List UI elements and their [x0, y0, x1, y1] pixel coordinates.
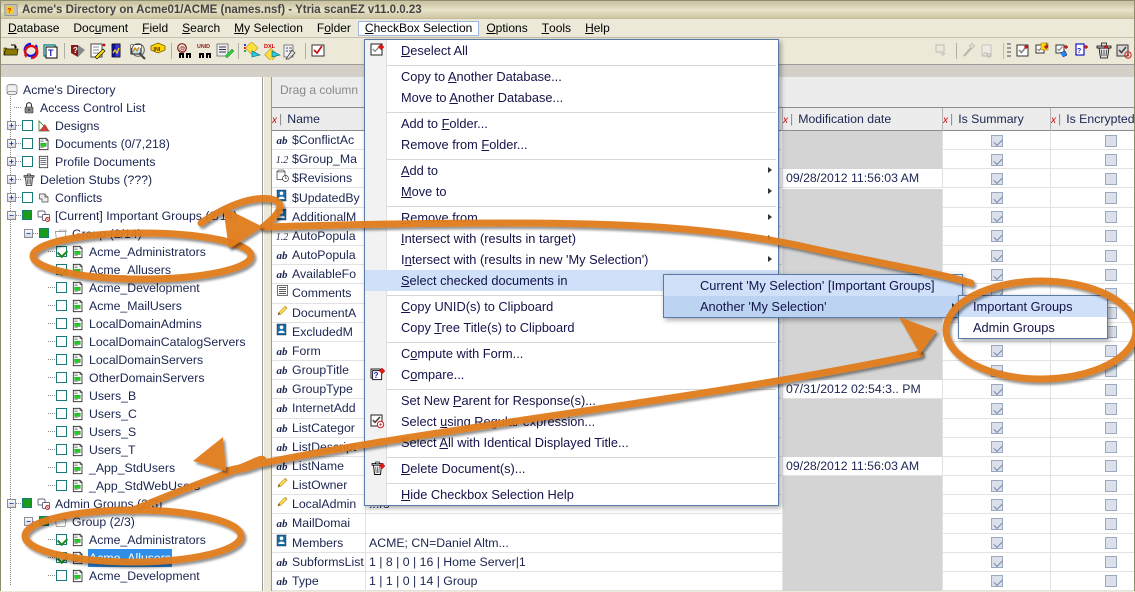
svg-text:?: ? — [373, 371, 378, 380]
svg-text:T: T — [48, 48, 54, 58]
svg-text:?: ? — [73, 46, 78, 55]
svg-text:UNID: UNID — [197, 44, 210, 50]
svg-text:DXL: DXL — [264, 44, 276, 50]
svg-text:INI: INI — [154, 47, 161, 53]
svg-text:@: @ — [179, 46, 185, 52]
svg-text:?: ? — [1077, 48, 1081, 55]
svg-text:?: ? — [8, 8, 12, 15]
